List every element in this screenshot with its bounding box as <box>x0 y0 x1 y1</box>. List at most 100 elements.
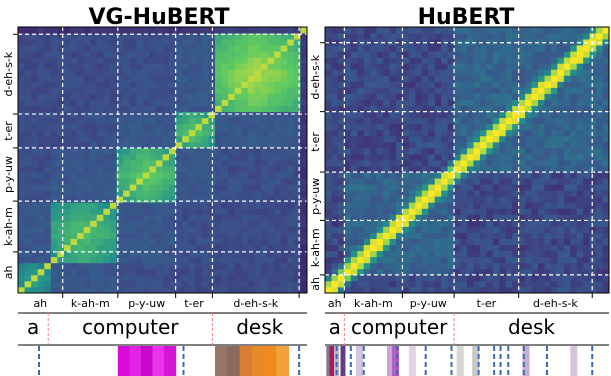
heatmap-cell <box>287 87 295 94</box>
heatmap-cell <box>492 117 500 125</box>
heatmap-cell <box>337 178 345 185</box>
heatmap-cell <box>460 220 468 227</box>
heatmap-cell <box>576 220 584 227</box>
heatmap-cell <box>563 172 571 179</box>
heatmap-cell <box>175 214 183 221</box>
heatmap-cell <box>175 141 183 149</box>
heatmap-cell <box>402 27 410 34</box>
heatmap-cell <box>267 178 275 185</box>
heatmap-cell <box>370 166 378 173</box>
heatmap-cell <box>83 208 91 215</box>
heatmap-cell <box>538 244 545 252</box>
heatmap-cell <box>499 226 507 233</box>
y-tick-label: p-y-uw <box>2 156 15 193</box>
heatmap-cell <box>116 184 124 191</box>
heatmap-cell <box>538 280 545 288</box>
heatmap-cell <box>261 196 268 203</box>
heatmap-cell <box>460 99 468 106</box>
heatmap-cell <box>344 57 352 64</box>
heatmap-cell <box>454 87 461 94</box>
heatmap-cell <box>267 268 275 276</box>
heatmap-cell <box>499 286 507 294</box>
heatmap-cell <box>109 81 117 88</box>
heatmap-cell <box>215 196 223 203</box>
heatmap-cell <box>454 184 461 191</box>
heatmap-cell <box>234 141 242 149</box>
heatmap-cell <box>479 147 487 155</box>
heatmap-cell <box>557 172 565 179</box>
heatmap-cell <box>505 123 513 131</box>
heatmap-cell <box>467 172 474 179</box>
heatmap-cell <box>441 63 449 70</box>
heatmap-cell <box>589 262 597 270</box>
heatmap-cell <box>136 135 144 143</box>
heatmap-cell <box>44 39 52 46</box>
heatmap-cell <box>123 232 131 239</box>
heatmap-cell <box>344 111 352 119</box>
heatmap-cell <box>531 184 539 191</box>
heatmap-cell <box>525 208 532 215</box>
heatmap-cell <box>215 178 223 185</box>
heatmap-cell <box>37 63 45 70</box>
heatmap-cell <box>363 250 371 258</box>
heatmap-cell <box>499 81 507 88</box>
heatmap-cell <box>550 111 558 119</box>
heatmap-cell <box>576 226 584 233</box>
heatmap-cell <box>247 117 255 125</box>
heatmap-cell <box>576 190 584 197</box>
heatmap-cell <box>228 280 236 288</box>
heatmap-cell <box>376 250 384 258</box>
heatmap-cell <box>325 268 332 276</box>
heatmap-cell <box>550 93 558 100</box>
heatmap-cell <box>182 129 190 137</box>
heatmap-cell <box>389 51 397 58</box>
heatmap-cell <box>18 153 25 161</box>
heatmap-cell <box>300 45 308 52</box>
heatmap-cell <box>195 262 203 270</box>
heatmap-cell <box>136 45 144 52</box>
heatmap-cell <box>350 178 358 185</box>
heatmap-cell <box>576 262 584 270</box>
heatmap-cell <box>447 190 455 197</box>
heatmap-cell <box>434 57 442 64</box>
heatmap-cell <box>31 57 39 64</box>
heatmap-cell <box>182 63 190 70</box>
heatmap-cell <box>421 135 429 143</box>
heatmap-cell <box>499 178 507 185</box>
heatmap-cell <box>221 57 229 64</box>
heatmap-cell <box>188 286 196 294</box>
heatmap-cell <box>63 87 71 94</box>
heatmap-cell <box>123 51 131 58</box>
heatmap-cell <box>525 69 532 76</box>
heatmap-cell <box>583 105 591 113</box>
heatmap-cell <box>63 262 71 270</box>
heatmap-cell <box>479 244 487 252</box>
heatmap-cell <box>44 27 52 34</box>
heatmap-cell <box>267 244 275 252</box>
heatmap-cell <box>18 69 25 76</box>
heatmap-cell <box>31 250 39 258</box>
heatmap-cell <box>274 208 282 215</box>
heatmap-cell <box>602 184 610 191</box>
heatmap-cell <box>234 196 242 203</box>
heatmap-cell <box>486 160 494 167</box>
heatmap-cell <box>602 153 610 161</box>
heatmap-cell <box>602 87 610 94</box>
heatmap-cell <box>473 135 481 143</box>
heatmap-cell <box>557 214 565 221</box>
heatmap-cell <box>287 232 295 239</box>
heatmap-cell <box>57 99 65 106</box>
heatmap-cell <box>525 280 532 288</box>
heatmap <box>18 27 308 294</box>
heatmap-cell <box>142 274 150 282</box>
heatmap-cell <box>109 178 117 185</box>
heatmap-cell <box>44 214 52 221</box>
heatmap-cell <box>596 147 603 155</box>
heatmap-cell <box>228 117 236 125</box>
heatmap-cell <box>389 208 397 215</box>
heatmap-cell <box>70 45 78 52</box>
heatmap-cell <box>428 220 436 227</box>
heatmap-cell <box>538 93 545 100</box>
heatmap-cell <box>37 135 45 143</box>
heatmap-cell <box>396 178 403 185</box>
